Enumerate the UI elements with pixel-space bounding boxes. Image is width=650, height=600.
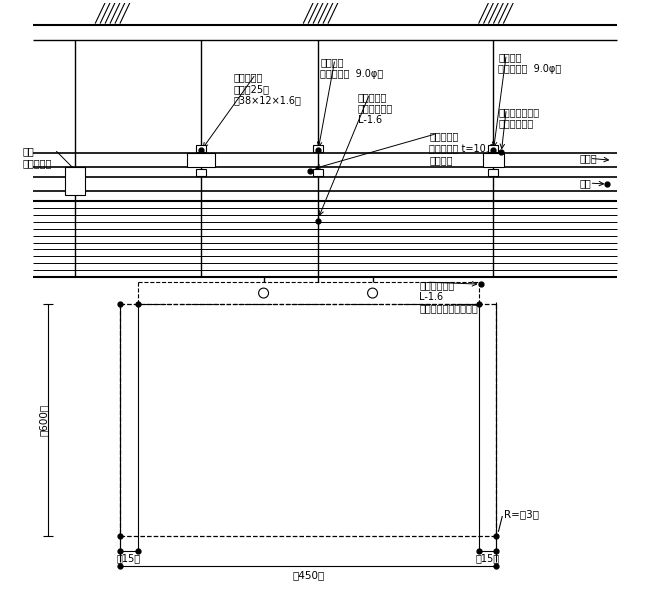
Text: 吊ボルト
（ねじ山径  9.0φ）: 吊ボルト （ねじ山径 9.0φ） — [320, 57, 384, 79]
Text: （450）: （450） — [292, 571, 324, 580]
Text: 取付け金物
野縁受25型
（38×12×1.6）: 取付け金物 野縁受25型 （38×12×1.6） — [234, 72, 302, 106]
Text: 野縁受接続金物
天端ねじ止め: 野縁受接続金物 天端ねじ止め — [499, 107, 540, 128]
Bar — [196, 145, 206, 152]
Bar — [187, 154, 215, 167]
Bar — [488, 145, 499, 152]
Bar — [488, 169, 499, 176]
Bar — [313, 145, 323, 152]
Text: R=（3）: R=（3） — [504, 509, 540, 519]
Text: サイン本体
アクリル板 t=10.0
（別途）: サイン本体 アクリル板 t=10.0 （別途） — [429, 131, 495, 165]
Bar — [482, 154, 504, 167]
Text: 吊ボルト
（ねじ山径  9.0φ）: 吊ボルト （ねじ山径 9.0φ） — [499, 52, 562, 74]
Text: 吊下げ金物
（鋼製型材）
L-1.6: 吊下げ金物 （鋼製型材） L-1.6 — [358, 92, 393, 125]
Bar — [196, 169, 206, 176]
Bar — [66, 167, 85, 195]
Text: （600）: （600） — [38, 404, 49, 436]
Bar — [313, 169, 323, 176]
Text: サイン吊金物
L-1.6
アクリル樹脂焼付塗装: サイン吊金物 L-1.6 アクリル樹脂焼付塗装 — [419, 280, 478, 313]
Text: 野縁: 野縁 — [580, 178, 592, 188]
Text: 野縁受: 野縁受 — [580, 154, 597, 163]
Text: 二重
ナット締め: 二重 ナット締め — [23, 146, 52, 168]
Text: （15）: （15） — [475, 554, 500, 563]
Text: （15）: （15） — [117, 554, 141, 563]
